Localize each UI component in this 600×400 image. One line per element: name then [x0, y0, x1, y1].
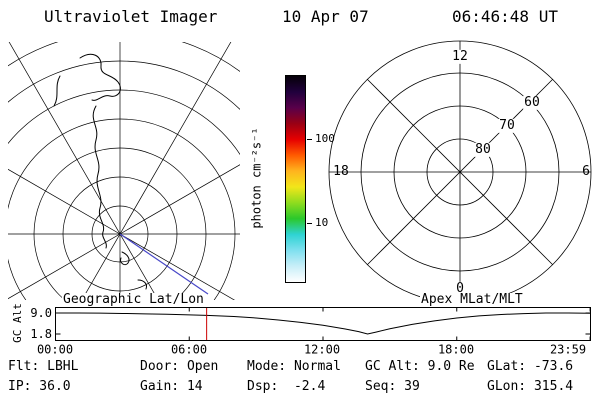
- mlat-label-60: 60: [523, 94, 541, 111]
- mlat-label-70: 70: [498, 117, 516, 134]
- gc-alt-ytick-max: 9.0: [30, 306, 52, 320]
- xtick-1200: 12:00: [303, 342, 341, 357]
- geographic-caption: Geographic Lat/Lon: [62, 292, 205, 308]
- colorbar: [285, 75, 306, 283]
- status-gcalt: GC Alt: 9.0 Re: [365, 359, 475, 374]
- mlt-label-6: 6: [582, 163, 590, 179]
- mlt-label-18: 18: [333, 163, 349, 179]
- xtick-0600: 06:00: [170, 342, 208, 357]
- latlon-grid-meridians: [8, 42, 240, 300]
- orbit-track-line: [119, 233, 209, 295]
- xtick-2359: 23:59: [549, 342, 587, 357]
- mlt-label-12: 12: [451, 48, 469, 65]
- apex-caption: Apex MLat/MLT: [420, 292, 524, 308]
- axis-ticks: [55, 307, 591, 341]
- status-gain: Gain: 14: [140, 379, 203, 394]
- apex-polar-panel: [328, 40, 592, 304]
- gc-alt-plot: [55, 307, 591, 341]
- gc-alt-ytick-min: 1.8: [30, 327, 52, 341]
- colorbar-unit-label: photon cm⁻²s⁻¹: [249, 127, 264, 229]
- gc-alt-curve: [55, 312, 591, 335]
- xtick-0000: 00:00: [36, 342, 74, 357]
- status-glat: GLat: -73.6: [487, 359, 574, 374]
- status-mode: Mode: Normal: [247, 359, 341, 374]
- time-label: 06:46:48 UT: [452, 7, 558, 26]
- status-flt: Flt: LBHL: [8, 359, 79, 374]
- status-seq: Seq: 39: [365, 379, 420, 394]
- mlat-label-80: 80: [474, 141, 492, 158]
- status-door: Door: Open: [140, 359, 219, 374]
- date-label: 10 Apr 07: [282, 7, 369, 26]
- colorbar-tick-label: 100: [315, 132, 335, 146]
- status-dsp: Dsp: -2.4: [247, 379, 326, 394]
- plot-frame: [55, 307, 591, 341]
- gc-alt-axis-label: GC Alt: [10, 303, 24, 343]
- mlt-label-0: 0: [455, 280, 465, 297]
- colorbar-ticks: 100 10: [285, 75, 335, 283]
- coastline: [53, 53, 147, 290]
- geographic-map-panel: [8, 42, 240, 300]
- colorbar-tick-mark: [307, 222, 312, 224]
- colorbar-tick-mark: [307, 139, 312, 141]
- status-ip: IP: 36.0: [8, 379, 71, 394]
- xtick-1800: 18:00: [437, 342, 475, 357]
- colorbar-gradient: [286, 76, 305, 282]
- latlon-grid-circles: [8, 42, 240, 300]
- mlt-spokes: [329, 41, 591, 303]
- status-glon: GLon: 315.4: [487, 379, 574, 394]
- colorbar-tick-label: 10: [315, 215, 329, 229]
- app-title: Ultraviolet Imager: [44, 7, 218, 26]
